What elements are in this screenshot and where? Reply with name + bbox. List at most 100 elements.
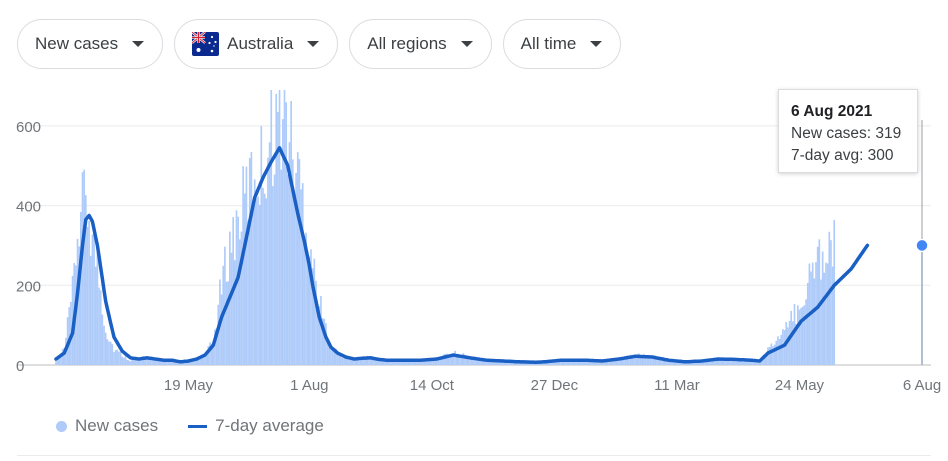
new-cases-bar bbox=[80, 211, 82, 365]
new-cases-bar bbox=[106, 339, 109, 365]
new-cases-bar bbox=[306, 251, 309, 365]
new-cases-bar bbox=[280, 169, 283, 365]
region-dropdown[interactable]: All regions bbox=[349, 19, 492, 69]
new-cases-bar bbox=[467, 356, 470, 365]
new-cases-bar bbox=[146, 356, 148, 365]
new-cases-bar bbox=[392, 360, 395, 365]
new-cases-bar bbox=[527, 362, 529, 365]
new-cases-bar bbox=[455, 354, 458, 365]
new-cases-bar bbox=[702, 360, 705, 365]
new-cases-bar bbox=[437, 357, 440, 365]
new-cases-bar bbox=[709, 360, 711, 365]
new-cases-bar bbox=[593, 361, 595, 365]
new-cases-bar bbox=[234, 260, 236, 365]
y-tick-label: 0 bbox=[16, 358, 24, 375]
period-dropdown[interactable]: All time bbox=[502, 19, 622, 69]
new-cases-bar bbox=[621, 358, 624, 365]
new-cases-bar bbox=[142, 356, 145, 365]
new-cases-bar bbox=[585, 361, 587, 365]
new-cases-bar bbox=[580, 361, 582, 365]
new-cases-bar bbox=[664, 358, 667, 365]
new-cases-bar bbox=[204, 356, 206, 365]
new-cases-bar bbox=[116, 349, 119, 365]
new-cases-bar bbox=[440, 359, 443, 365]
new-cases-bar bbox=[166, 360, 168, 365]
new-cases-bar bbox=[192, 358, 195, 365]
new-cases-bar bbox=[532, 363, 534, 365]
new-cases-bar bbox=[366, 355, 369, 365]
new-cases-bar bbox=[210, 343, 213, 365]
new-cases-bar bbox=[604, 361, 607, 365]
metric-dropdown[interactable]: New cases bbox=[17, 19, 164, 69]
new-cases-bar bbox=[303, 243, 306, 365]
cases-chart[interactable]: 0 200 400 600 19 May 1 Aug 14 Oct 27 Dec 11 Mar 2… bbox=[0, 0, 948, 410]
seven-day-average-path bbox=[54, 146, 870, 364]
new-cases-bar bbox=[242, 166, 244, 365]
new-cases-bar bbox=[84, 195, 87, 365]
new-cases-bar bbox=[376, 358, 379, 365]
new-cases-bar bbox=[272, 186, 274, 365]
new-cases-bar bbox=[465, 355, 468, 365]
new-cases-bar bbox=[371, 359, 374, 365]
x-tick-label: 1 Aug bbox=[290, 377, 328, 394]
new-cases-bar bbox=[553, 361, 556, 365]
new-cases-bar bbox=[432, 359, 435, 365]
new-cases-bar bbox=[91, 234, 94, 365]
new-cases-bar bbox=[626, 355, 629, 365]
new-cases-bar bbox=[310, 249, 312, 365]
new-cases-bar bbox=[518, 362, 521, 365]
new-cases-bar bbox=[136, 358, 138, 365]
new-cases-bar bbox=[730, 361, 733, 365]
new-cases-bar bbox=[657, 356, 660, 365]
new-cases-bar bbox=[780, 334, 783, 365]
new-cases-bar bbox=[591, 361, 594, 365]
new-cases-bar bbox=[164, 360, 167, 365]
new-cases-bar bbox=[293, 195, 296, 365]
new-cases-bar bbox=[830, 240, 832, 365]
new-cases-bar bbox=[545, 362, 547, 365]
new-cases-bar bbox=[311, 268, 314, 365]
new-cases-bar bbox=[503, 361, 506, 365]
new-cases-bar bbox=[482, 359, 485, 365]
new-cases-bar bbox=[611, 361, 614, 365]
new-cases-bar bbox=[633, 356, 635, 365]
new-cases-bar bbox=[99, 290, 102, 365]
new-cases-bar bbox=[586, 361, 589, 365]
country-dropdown[interactable]: Australia bbox=[174, 19, 339, 69]
new-cases-bar bbox=[644, 356, 647, 365]
tooltip-new-cases: New cases: 319 bbox=[791, 125, 902, 142]
new-cases-bar bbox=[752, 361, 754, 365]
new-cases-bar bbox=[331, 349, 334, 365]
new-cases-bar bbox=[263, 193, 266, 365]
country-dropdown-label: Australia bbox=[227, 34, 294, 53]
new-cases-bar bbox=[623, 359, 625, 365]
new-cases-bar bbox=[383, 360, 385, 365]
new-cases-bar bbox=[240, 231, 243, 365]
x-tick-label: 19 May bbox=[164, 377, 214, 394]
new-cases-bar bbox=[505, 361, 508, 365]
new-cases-bar bbox=[490, 360, 493, 365]
new-cases-bar bbox=[129, 361, 132, 365]
new-cases-bar bbox=[558, 359, 561, 365]
new-cases-bar bbox=[157, 358, 160, 365]
new-cases-bar bbox=[134, 359, 137, 365]
chevron-down-icon bbox=[307, 41, 320, 47]
new-cases-bar bbox=[793, 303, 796, 365]
new-cases-bar bbox=[763, 354, 766, 365]
new-cases-bar bbox=[498, 361, 501, 365]
new-cases-bar bbox=[238, 239, 241, 365]
new-cases-bar bbox=[351, 358, 354, 365]
new-cases-bar bbox=[452, 353, 455, 365]
new-cases-bar bbox=[149, 357, 152, 365]
new-cases-bar bbox=[426, 360, 428, 365]
new-cases-bar bbox=[230, 252, 233, 365]
new-cases-bar bbox=[768, 346, 771, 365]
new-cases-bar bbox=[555, 360, 557, 365]
new-cases-bar bbox=[401, 361, 403, 365]
chart-legend: New cases 7-day average bbox=[56, 416, 324, 436]
new-cases-bar bbox=[227, 281, 230, 365]
new-cases-bar bbox=[323, 318, 326, 365]
new-cases-bar bbox=[535, 362, 538, 365]
x-tick-label: 6 Aug bbox=[903, 377, 941, 394]
chart-axes: 0 200 400 600 19 May 1 Aug 14 Oct 27 Dec 11 Mar 2… bbox=[16, 119, 941, 394]
